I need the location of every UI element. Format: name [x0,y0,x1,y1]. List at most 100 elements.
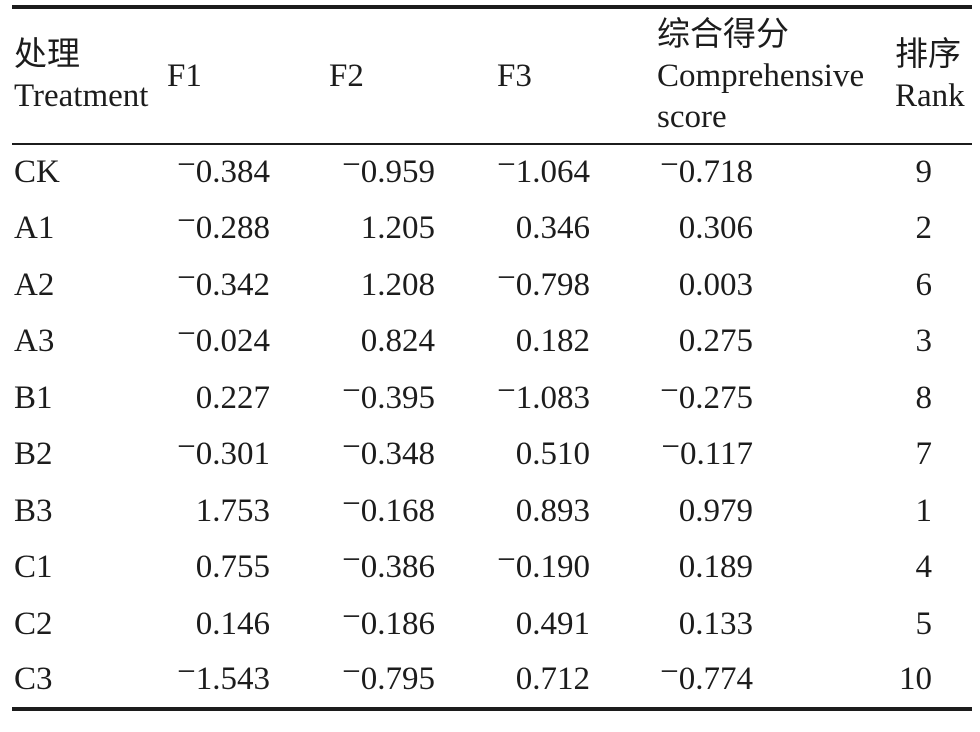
cell-rank: 9 [915,154,933,191]
minus-sign: − [660,147,679,183]
cell-f3: −0.190 [497,542,590,586]
cell-rank: 2 [915,210,933,247]
col-header-comprehensive-score-zh: 综合得分 [657,16,789,53]
cell-score: 0.003 [678,266,753,303]
cell-score: −0.718 [660,147,753,191]
cell-f2: −0.186 [342,598,435,642]
minus-sign: − [342,372,361,409]
cell-rank: 7 [915,436,933,473]
cell-f3: 0.712 [515,661,590,698]
cell-rank: 4 [915,549,933,586]
minus-sign: − [497,259,516,296]
cell-f3: −1.083 [497,372,590,416]
table-container: 处理 Treatment F1 F2 F3 综合得分 Comprehensive… [12,5,972,711]
cell-f1: −0.342 [177,259,270,303]
minus-sign: − [342,485,361,522]
col-header-comprehensive-score-en: Comprehensive score [657,57,865,135]
cell-f2: −0.168 [342,485,435,529]
table-row: A3 −0.024 0.824 0.182 0.275 3 [12,314,972,371]
table-row: CK −0.384 −0.959 −1.064 −0.718 9 [12,144,972,201]
cell-f3: −1.064 [497,147,590,191]
table-row: A1 −0.288 1.205 0.346 0.306 2 [12,201,972,258]
cell-treatment: B1 [14,379,53,416]
minus-sign: − [342,598,361,635]
minus-sign: − [177,316,196,352]
minus-sign: − [661,429,680,465]
cell-f1: −0.024 [177,316,270,360]
cell-rank: 5 [915,605,933,642]
cell-f2: −0.959 [342,147,435,191]
cell-score: 0.306 [678,210,753,247]
cell-f2: −0.795 [342,654,435,698]
col-header-comprehensive-score: 综合得分 Comprehensive score [657,7,895,145]
minus-sign: − [177,429,196,465]
cell-treatment: C3 [14,661,53,698]
table-row: C2 0.146 −0.186 0.491 0.133 5 [12,596,972,653]
minus-sign: − [660,372,679,409]
header-row: 处理 Treatment F1 F2 F3 综合得分 Comprehensive… [12,7,972,145]
cell-f2: 1.208 [360,266,435,303]
cell-treatment: A3 [14,323,55,360]
col-header-treatment-en: Treatment [14,78,149,114]
cell-score: −0.275 [660,372,753,416]
cell-rank: 3 [915,323,933,360]
cell-f3: 0.182 [515,323,590,360]
table-row: B2 −0.301 −0.348 0.510 −0.117 7 [12,427,972,484]
col-header-rank-en: Rank [895,78,965,114]
col-header-f2: F2 [324,7,492,145]
table-row: B3 1.753 −0.168 0.893 0.979 1 [12,483,972,540]
cell-score: −0.774 [660,654,753,698]
minus-sign: − [497,372,516,409]
cell-treatment: B2 [14,436,53,473]
cell-f2: −0.386 [342,542,435,586]
col-header-treatment: 处理 Treatment [12,7,162,145]
cell-f1: 0.146 [195,605,270,642]
minus-sign: − [497,542,516,578]
table-row: B1 0.227 −0.395 −1.083 −0.275 8 [12,370,972,427]
cell-f2: −0.395 [342,372,435,416]
col-header-treatment-zh: 处理 [14,37,80,73]
table-row: C3 −1.543 −0.795 0.712 −0.774 10 [12,653,972,710]
minus-sign: − [177,259,196,296]
minus-sign: − [342,147,361,183]
col-header-f3: F3 [492,7,657,145]
cell-f3: 0.510 [515,436,590,473]
cell-f3: 0.491 [515,605,590,642]
cell-treatment: A2 [14,266,55,303]
cell-rank: 10 [899,661,932,698]
cell-f2: −0.348 [342,429,435,473]
factor-score-table: 处理 Treatment F1 F2 F3 综合得分 Comprehensive… [12,5,972,711]
minus-sign: − [342,654,361,690]
cell-f1: −0.288 [177,203,270,247]
cell-f3: 0.893 [515,492,590,529]
cell-rank: 6 [915,266,933,303]
cell-treatment: CK [14,154,60,191]
cell-f1: 0.755 [195,549,270,586]
cell-score: 0.189 [678,549,753,586]
cell-f1: −0.384 [177,147,270,191]
minus-sign: − [342,542,361,578]
minus-sign: − [177,147,196,183]
col-header-rank: 排序 Rank [895,7,972,145]
cell-treatment: B3 [14,492,53,529]
cell-f1: 1.753 [195,492,270,529]
table-body: CK −0.384 −0.959 −1.064 −0.718 9 A1 −0.288 1.205… [12,144,972,709]
col-header-rank-zh: 排序 [895,37,961,73]
cell-f1: −0.301 [177,429,270,473]
minus-sign: − [342,429,361,465]
cell-f2: 1.205 [360,210,435,247]
cell-treatment: A1 [14,210,55,247]
table-row: C1 0.755 −0.386 −0.190 0.189 4 [12,540,972,597]
cell-rank: 1 [915,492,933,529]
cell-treatment: C1 [14,549,53,586]
cell-f3: 0.346 [515,210,590,247]
minus-sign: − [177,654,196,690]
cell-f1: 0.227 [195,379,270,416]
cell-rank: 8 [915,379,933,416]
cell-score: −0.117 [661,429,753,473]
cell-score: 0.133 [678,605,753,642]
cell-score: 0.275 [678,323,753,360]
cell-f2: 0.824 [360,323,435,360]
minus-sign: − [497,147,516,183]
table-header: 处理 Treatment F1 F2 F3 综合得分 Comprehensive… [12,7,972,145]
